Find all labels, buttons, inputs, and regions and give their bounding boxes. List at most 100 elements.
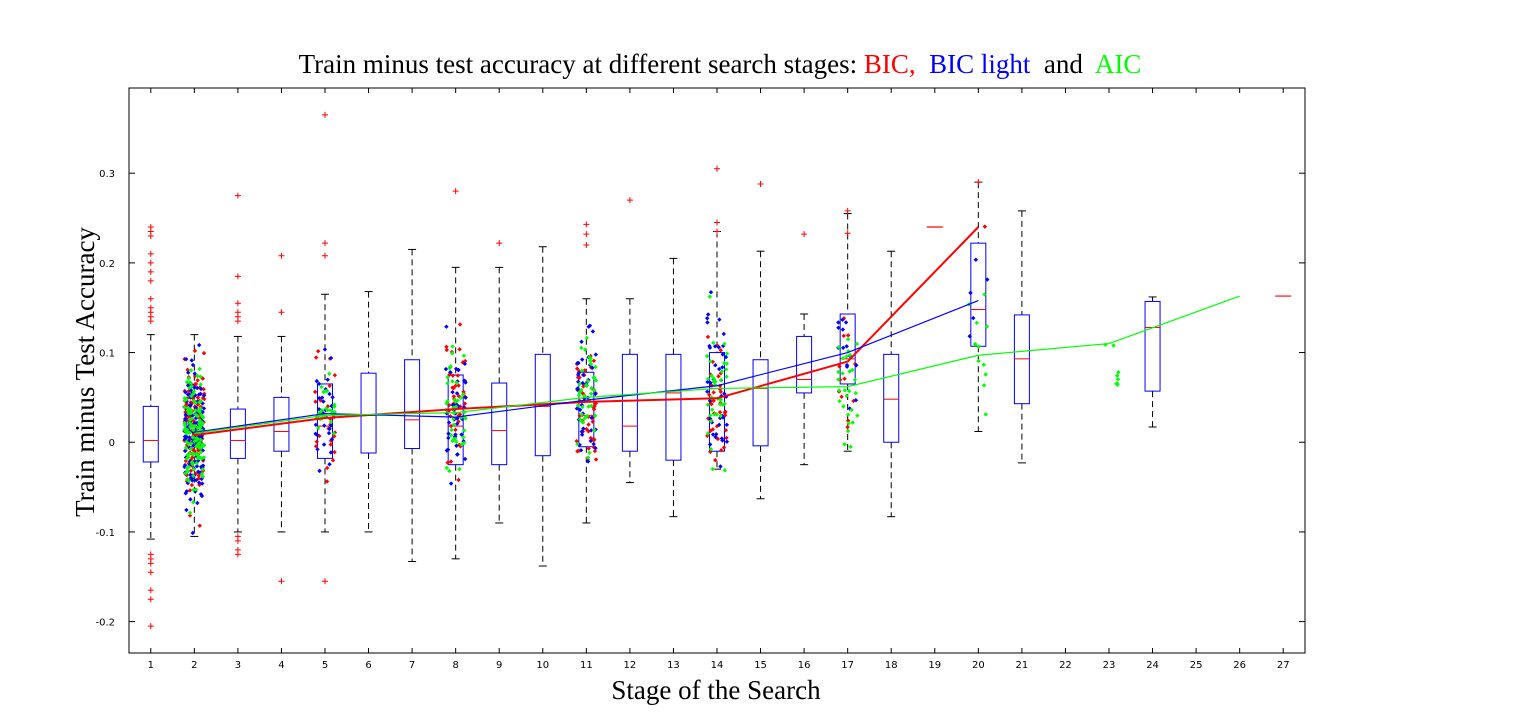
bic_light-point: [967, 333, 972, 339]
bic-point: [592, 448, 598, 454]
bic_light-point: [319, 395, 325, 400]
bic-point: [708, 449, 713, 455]
aic-point: [580, 420, 586, 425]
bic-point: [706, 392, 712, 397]
bic_light-point: [985, 277, 990, 282]
aic-point: [579, 387, 584, 393]
aic-point: [451, 416, 456, 422]
aic-point: [719, 369, 725, 374]
bic_light-point: [454, 421, 460, 426]
bic-point: [591, 358, 597, 364]
aic-point: [710, 466, 715, 472]
bic-point: [324, 479, 330, 484]
bic_light-point: [579, 432, 585, 437]
bic_light-point: [577, 407, 583, 413]
bic-point: [709, 401, 714, 407]
aic-point: [712, 412, 717, 417]
aic-point: [836, 344, 842, 350]
aic-point: [842, 441, 847, 447]
x-tick-label: 1: [148, 660, 154, 671]
aic-point: [461, 435, 466, 440]
box-6: [360, 291, 377, 533]
bic-point: [332, 373, 338, 378]
bic_light-point: [586, 324, 591, 329]
aic-point: [976, 344, 981, 349]
title-part-1: BIC,: [864, 49, 916, 79]
bic_light-point: [190, 413, 195, 419]
aic-point: [185, 469, 191, 474]
bic_light-point: [322, 423, 327, 428]
outlier-marker: [234, 300, 241, 307]
bic_light-point: [724, 422, 730, 427]
box-21: [1013, 210, 1030, 464]
box-rect: [883, 353, 900, 443]
bic_light-point: [192, 459, 198, 464]
bic_light-point: [192, 371, 197, 376]
aic-point: [705, 376, 711, 382]
aic-point: [586, 404, 591, 409]
aic-point: [850, 367, 855, 373]
aic-point: [982, 292, 987, 297]
bic_light-point: [190, 530, 195, 536]
bic-point: [448, 414, 453, 419]
outliers-3: [234, 192, 241, 558]
aic-point: [184, 456, 189, 461]
outliers-1: [147, 224, 154, 630]
outlier-marker: [234, 318, 241, 325]
aic-point: [188, 408, 194, 414]
aic-point: [316, 425, 321, 431]
bic_light-point: [448, 481, 454, 486]
bic_light-point: [195, 500, 200, 506]
box-9: [491, 266, 508, 524]
aic-point: [592, 428, 597, 433]
bic_light-point: [844, 364, 850, 369]
bic_light-point: [189, 358, 194, 363]
x-tick-label: 27: [1277, 660, 1290, 671]
aic-point: [193, 408, 198, 413]
bic_light-point: [720, 438, 725, 443]
aic-point: [182, 395, 187, 401]
bic_light-point: [313, 431, 318, 436]
outlier-marker: [322, 252, 328, 259]
bic-point: [705, 433, 710, 439]
aic-point: [584, 383, 589, 388]
aic-point: [199, 471, 205, 477]
bic_light-point: [183, 356, 189, 362]
aic-point: [847, 352, 853, 358]
aic-point: [187, 510, 193, 516]
aic-point: [448, 433, 454, 438]
x-tick-label: 8: [452, 660, 458, 671]
bic_light-point: [188, 475, 194, 480]
outliers-15: [757, 180, 764, 187]
bic_light-point: [187, 392, 192, 397]
bic-point: [330, 458, 336, 463]
bic-point: [577, 375, 582, 380]
outliers-16: [801, 231, 808, 238]
aic-point: [444, 401, 449, 406]
bic-point: [584, 426, 589, 432]
bic_light-point: [317, 396, 322, 401]
bic_light-point: [328, 423, 334, 428]
bic_light-point: [462, 378, 467, 383]
bic_light-point: [853, 397, 859, 403]
outlier-marker: [583, 231, 590, 238]
bic-point: [455, 373, 461, 378]
x-tick-label: 19: [928, 660, 941, 671]
outlier-marker: [147, 587, 154, 594]
aic-point: [195, 452, 200, 458]
bic_light-point: [201, 406, 207, 411]
aic-point: [584, 335, 589, 341]
aic-point: [445, 375, 450, 380]
bic_light-point: [183, 389, 188, 395]
bic-point: [456, 477, 461, 483]
outlier-marker: [147, 569, 154, 576]
bic-point: [457, 347, 462, 352]
aic-point: [841, 404, 846, 409]
bic_light-point: [448, 370, 453, 375]
bic-point: [717, 410, 723, 415]
aic-point: [197, 424, 203, 429]
x-tick-label: 20: [972, 660, 985, 671]
outliers-5: [322, 111, 328, 585]
aic-point: [193, 487, 199, 492]
bic-point: [715, 343, 720, 348]
